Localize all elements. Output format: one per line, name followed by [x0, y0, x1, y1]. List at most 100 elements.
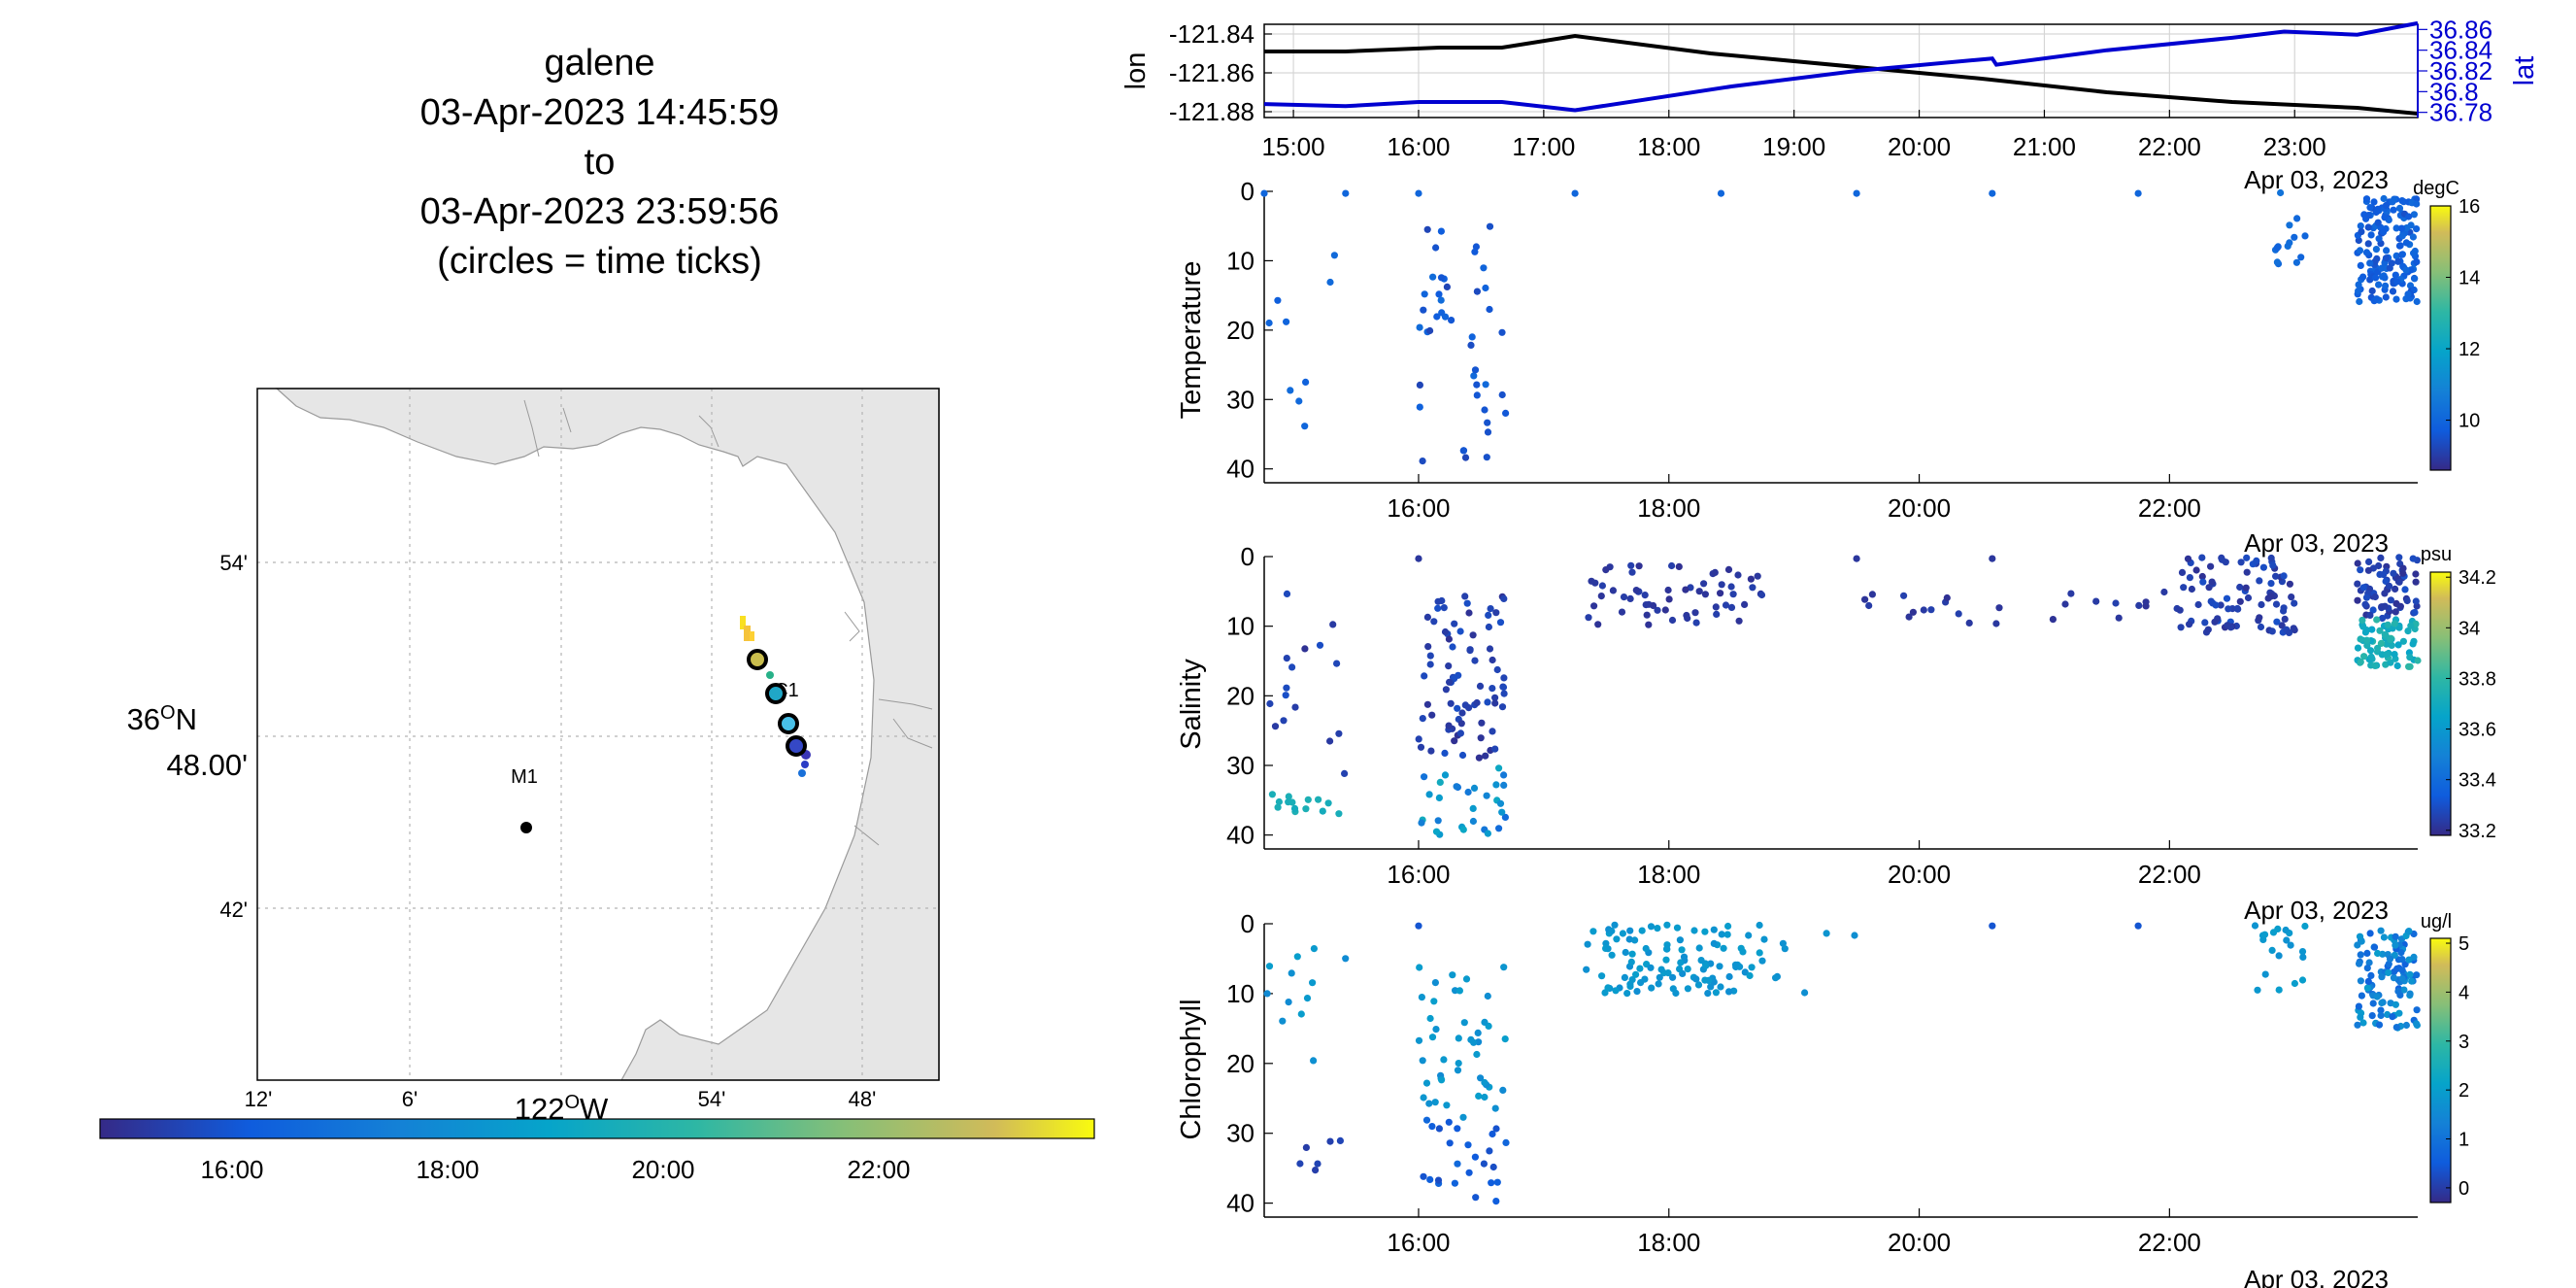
data-point [1483, 454, 1490, 461]
data-point [1597, 593, 1605, 600]
y-tick-label: 40 [1226, 455, 1255, 484]
data-point [1419, 715, 1426, 723]
data-point [1428, 711, 1436, 719]
data-point [1301, 423, 1309, 430]
data-point [1469, 804, 1477, 813]
x-tick-label: 20:00 [1888, 132, 1951, 161]
data-point [2373, 616, 2381, 624]
mooring-m1-marker [520, 822, 532, 833]
data-point [1591, 579, 1599, 587]
data-point [1428, 1123, 1436, 1131]
data-point [1725, 972, 1733, 981]
data-point [2382, 293, 2390, 301]
data-point [2390, 974, 2397, 982]
data-point [1302, 805, 1310, 813]
data-point [1493, 665, 1501, 674]
data-point [1482, 381, 1489, 389]
y2-tick-label: 36.8 [2429, 77, 2479, 106]
x-tick-label: 20:00 [1888, 860, 1951, 889]
data-point [2398, 956, 2406, 964]
data-point [1471, 248, 1479, 255]
x-tick-label: 23:00 [2263, 132, 2326, 161]
data-point [2236, 583, 2244, 592]
data-point [1760, 935, 1768, 943]
data-point [1612, 987, 1620, 995]
data-point [2374, 219, 2382, 226]
data-point [1423, 613, 1431, 622]
data-point [1420, 306, 1427, 314]
salinity-panel: 0 10 20 30 40 16:00 18:00 20:00 22:00 34.2 34 33.8 3… [1226, 542, 2496, 889]
data-point [1464, 788, 1472, 797]
data-point [1675, 562, 1683, 571]
data-point [2385, 582, 2393, 590]
data-point [2392, 295, 2400, 303]
data-point [2388, 641, 2395, 650]
data-point [2392, 224, 2400, 232]
data-point [1489, 656, 1496, 664]
data-point [1476, 682, 1485, 691]
colorbar-tick-label: 0 [2459, 1178, 2469, 1200]
data-point [2259, 563, 2267, 571]
data-point [2288, 593, 2295, 601]
data-point [2367, 231, 2375, 239]
data-point [2385, 968, 2392, 977]
data-point [2360, 653, 2368, 661]
data-point [1498, 703, 1507, 711]
data-point [2184, 555, 2192, 562]
data-point [1431, 1099, 1439, 1106]
data-point [2383, 247, 2391, 254]
colorbar-tick-label: 4 [2459, 982, 2469, 1003]
data-point [1690, 927, 1698, 934]
data-point [2176, 606, 2184, 614]
data-point [2280, 572, 2288, 580]
data-point [1485, 623, 1492, 631]
data-point [2413, 225, 2421, 233]
lat-tick-label: 54' [219, 551, 248, 575]
colorbar-tick-label: 33.8 [2459, 668, 2496, 690]
data-point [1430, 618, 1438, 626]
data-point [1424, 643, 1432, 651]
data-point [1626, 594, 1634, 603]
data-point [1443, 1102, 1451, 1109]
data-point [1654, 606, 1661, 614]
data-point [1861, 595, 1869, 603]
data-point [1315, 796, 1322, 803]
data-point [1326, 278, 1334, 287]
data-point [1433, 313, 1441, 321]
data-point [2293, 215, 2301, 222]
data-point [1695, 588, 1703, 595]
data-point [1440, 1056, 1448, 1064]
data-point [1429, 273, 1437, 281]
data-point [2356, 960, 2363, 967]
data-point [2363, 636, 2371, 644]
data-point [2412, 597, 2420, 605]
data-point [2359, 1019, 2367, 1027]
data-point [2092, 597, 2100, 605]
data-point [1469, 631, 1477, 639]
colorbar-unit: ug/l [2421, 911, 2452, 932]
data-point [1454, 1160, 1461, 1168]
data-point [2394, 987, 2402, 996]
data-point [1711, 568, 1719, 577]
data-point [2356, 297, 2363, 306]
data-point [1684, 966, 1691, 973]
title-line-start: 03-Apr-2023 14:45:59 [419, 92, 780, 133]
data-point [1727, 603, 1736, 612]
data-point [1943, 593, 1951, 602]
data-point [1431, 979, 1439, 987]
y-tick-label: -121.88 [1169, 97, 1255, 126]
data-point [1418, 994, 1425, 1001]
time-colorbar-tick: 16:00 [200, 1155, 263, 1184]
colorbar [2429, 205, 2452, 471]
x-tick-label: 15:00 [1262, 132, 1325, 161]
data-point [1705, 976, 1713, 985]
data-point [1496, 619, 1505, 627]
data-point [2370, 198, 2378, 206]
data-point [2394, 257, 2402, 265]
data-point [1853, 555, 1860, 562]
data-point [1724, 922, 1732, 931]
data-point [1801, 989, 1809, 997]
data-point [1473, 391, 1481, 399]
data-point [2359, 273, 2367, 281]
